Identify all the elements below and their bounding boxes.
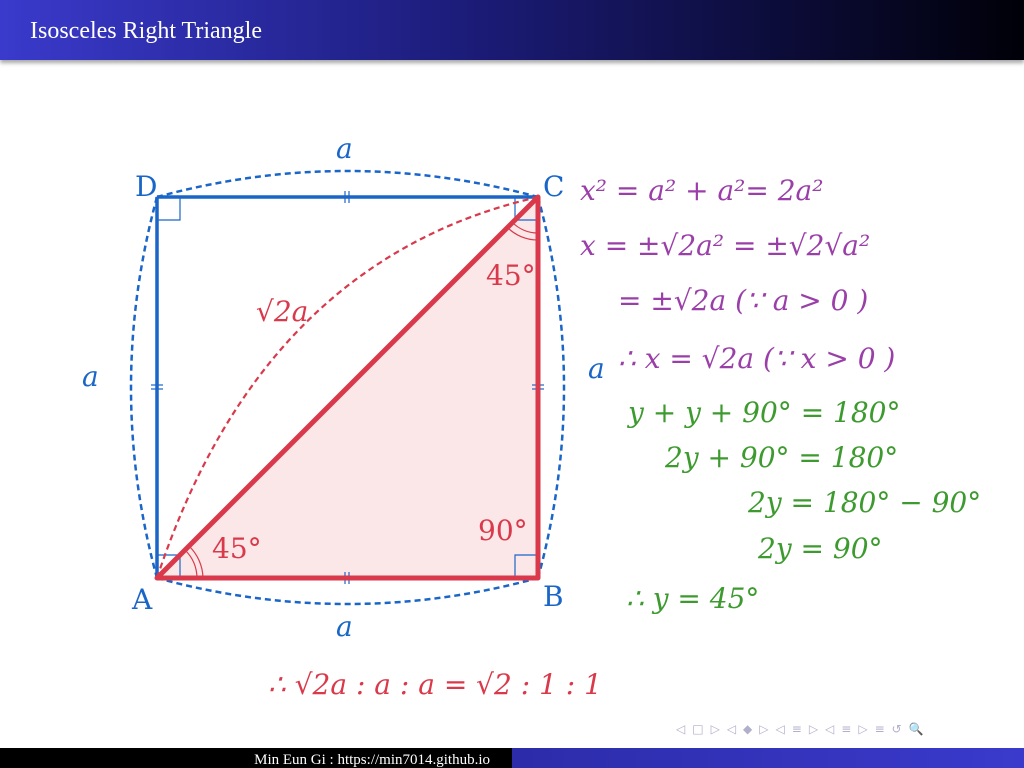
angle-label-a: 45° (212, 532, 262, 565)
equation-green-2: 2y + 90° = 180° (664, 441, 898, 474)
nav-outline-icon[interactable]: ≡ (874, 722, 886, 736)
slide-title: Isosceles Right Triangle (30, 18, 262, 44)
dashed-arcs (129, 169, 566, 606)
nav-frame-icon[interactable]: □ (692, 722, 705, 736)
equation-purple-1: x² = a² + a²= 2a² (580, 174, 823, 207)
angle-label-b: 90° (478, 514, 528, 547)
equation-green-3: 2y = 180° − 90° (747, 486, 981, 519)
ratio-conclusion: ∴ √2a : a : a = √2 : 1 : 1 (268, 668, 602, 701)
equation-purple-3: = ±√2a (∵ a > 0 ) (618, 284, 868, 317)
footer-author: Min Eun Gi : https://min7014.github.io (0, 748, 512, 768)
equal-side-ticks (151, 191, 544, 584)
side-label-right: a (588, 352, 605, 385)
nav-prev-frame-icon[interactable]: ◁ (676, 722, 687, 736)
side-label-bottom: a (336, 610, 353, 643)
nav-subsection-icon[interactable]: ◆ (743, 722, 754, 736)
nav-next-part-icon[interactable]: ▷ (858, 722, 869, 736)
right-angle-marker-b (514, 554, 538, 578)
nav-prev-section-icon[interactable]: ◁ (775, 722, 786, 736)
equation-green-4: 2y = 90° (757, 532, 883, 565)
vertex-label-d: D (135, 170, 157, 203)
right-angle-marker-d (157, 197, 181, 221)
nav-back-icon[interactable]: ↺ (891, 722, 903, 736)
nav-next-subsection-icon[interactable]: ▷ (759, 722, 770, 736)
slide-footer: Min Eun Gi : https://min7014.github.io (0, 748, 1024, 768)
nav-part-icon[interactable]: ≡ (841, 722, 853, 736)
nav-section-icon[interactable]: ≡ (791, 722, 803, 736)
equation-green-5: ∴ y = 45° (626, 582, 759, 615)
nav-prev-part-icon[interactable]: ◁ (825, 722, 836, 736)
equation-purple-4: ∴ x = √2a (∵ x > 0 ) (618, 342, 895, 375)
angle-arcs (184, 221, 539, 579)
vertex-label-b: B (543, 580, 564, 613)
angle-label-c: 45° (486, 259, 536, 292)
nav-prev-subsection-icon[interactable]: ◁ (726, 722, 738, 736)
nav-next-frame-icon[interactable]: ▷ (710, 722, 721, 736)
nav-next-section-icon[interactable]: ▷ (808, 722, 820, 736)
beamer-navigation: ◁ □ ▷ ◁ ◆ ▷ ◁ ≡ ▷ ◁ ≡ ▷ ≡ ↺ 🔍 (676, 722, 931, 736)
vertex-label-a: A (131, 583, 153, 616)
diagonal-label: √2a (256, 295, 308, 328)
nav-search-icon[interactable]: 🔍 (908, 722, 925, 736)
side-label-top: a (336, 132, 353, 165)
equation-purple-2: x = ±√2a² = ±√2√a² (580, 229, 870, 262)
side-label-left: a (82, 360, 99, 393)
vertex-label-c: C (543, 170, 564, 203)
diagonal-arc (155, 195, 539, 579)
footer-right-bar (512, 748, 1024, 768)
slide-header: Isosceles Right Triangle (0, 0, 1024, 60)
equation-green-1: y + y + 90° = 180° (626, 396, 901, 429)
triangle-outline (154, 194, 541, 581)
